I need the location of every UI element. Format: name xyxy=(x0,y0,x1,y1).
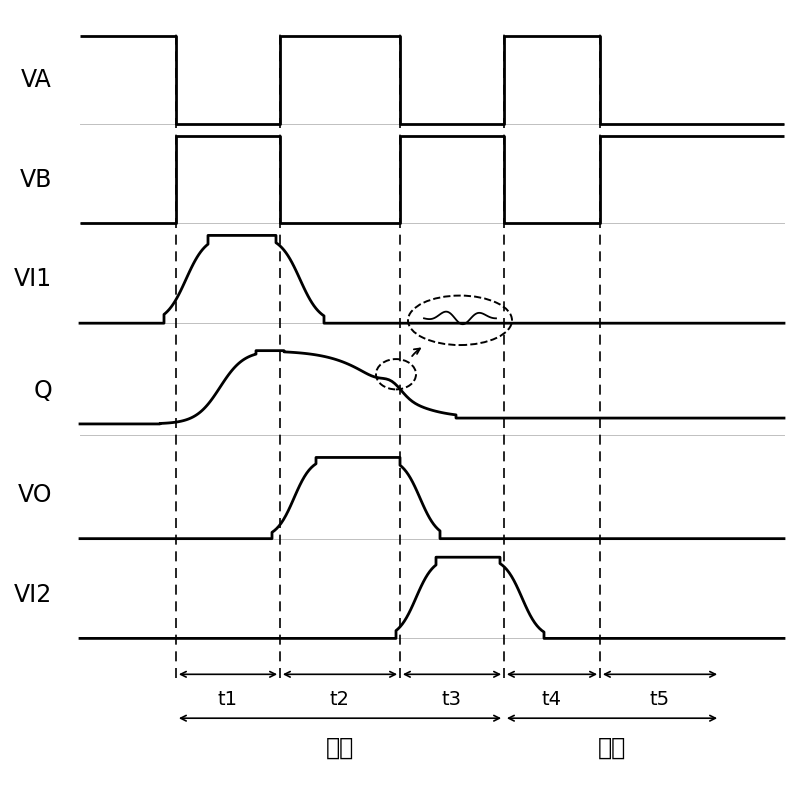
Text: VI1: VI1 xyxy=(14,267,52,291)
Text: t5: t5 xyxy=(650,690,670,709)
Text: VB: VB xyxy=(20,168,52,192)
Text: 保持: 保持 xyxy=(598,736,626,760)
Text: VO: VO xyxy=(18,483,52,507)
Text: t2: t2 xyxy=(330,690,350,709)
Text: t3: t3 xyxy=(442,690,462,709)
Text: 驱动: 驱动 xyxy=(326,736,354,760)
Text: VA: VA xyxy=(22,68,52,92)
Text: VI2: VI2 xyxy=(14,583,52,606)
Text: Q: Q xyxy=(34,379,52,403)
Text: t1: t1 xyxy=(218,690,238,709)
Text: t4: t4 xyxy=(542,690,562,709)
